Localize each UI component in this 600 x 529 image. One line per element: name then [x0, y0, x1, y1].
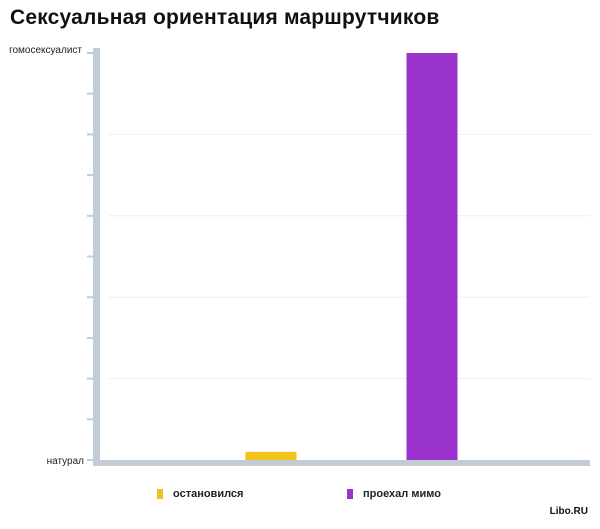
legend-item-drove-past: проехал мимо: [347, 488, 441, 500]
chart-title: Сексуальная ориентация маршрутчиков: [10, 6, 440, 29]
legend-label-drove-past: проехал мимо: [363, 488, 441, 500]
x-axis: [93, 460, 590, 466]
legend-item-stopped: остановился: [157, 488, 243, 500]
watermark: Libo.RU: [549, 506, 588, 517]
y-axis: [93, 48, 100, 466]
legend-label-stopped: остановился: [173, 488, 244, 500]
legend-swatch-drove-past: [347, 489, 353, 499]
y-tick-label-top: гомосексуалист: [9, 45, 82, 56]
bar-1: [406, 53, 458, 460]
bar-0: [245, 451, 297, 460]
y-tick-label-bottom: натурал: [47, 456, 85, 467]
legend-swatch-stopped: [157, 489, 163, 499]
